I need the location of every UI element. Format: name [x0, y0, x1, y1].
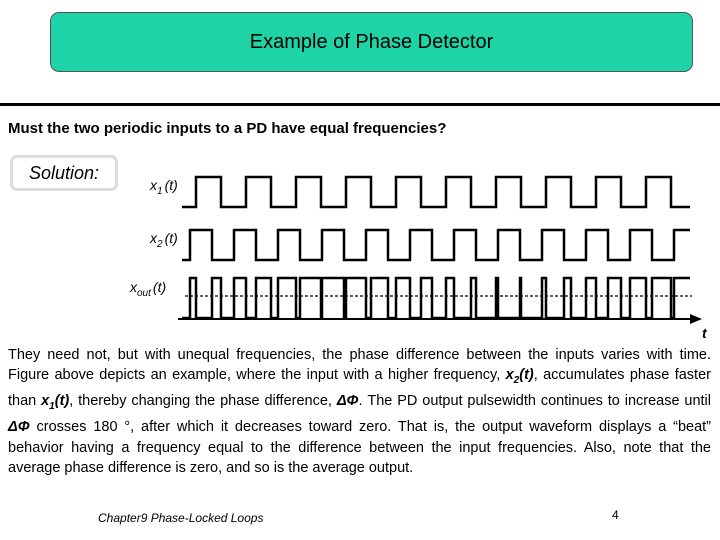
- body-text: They need not, but with unequal frequenc…: [8, 345, 711, 478]
- page-number: 4: [612, 508, 619, 522]
- signal-label: xout (t): [129, 279, 166, 299]
- text-run: x: [505, 367, 514, 384]
- label-part: 1: [157, 186, 163, 197]
- text-run: (t): [519, 367, 534, 384]
- waveform-diagram: x1 (t)x2 (t)xout (t)t: [129, 175, 708, 341]
- title-box: Example of Phase Detector: [50, 12, 693, 72]
- axis-arrow: [690, 314, 702, 324]
- text-run: They need not, but with unequal frequenc…: [8, 347, 711, 384]
- text-run: (t): [54, 393, 70, 410]
- label-part: 2: [156, 239, 163, 250]
- solution-label: Solution:: [28, 162, 100, 183]
- axis-label: t: [702, 325, 708, 341]
- question: Must the two periodic inputs to a PD hav…: [8, 120, 447, 137]
- text-run: ΔΦ: [336, 393, 359, 410]
- text-run: 2: [513, 375, 520, 387]
- title: Example of Phase Detector: [249, 30, 494, 53]
- text-run: , thereby changing the phase difference,: [69, 393, 337, 410]
- label-part: x: [129, 279, 138, 295]
- text-run: x: [41, 393, 50, 410]
- label-part: (t): [165, 177, 178, 193]
- signal-label: x2 (t): [149, 230, 178, 250]
- text-run: , accumulates phase faster than: [8, 367, 711, 410]
- x1-wave: [182, 175, 690, 209]
- x2-wave: [182, 228, 690, 262]
- text-run: ΔΦ: [8, 419, 30, 436]
- text-run: 1: [49, 401, 55, 413]
- divider: [0, 103, 720, 106]
- label-part: out: [137, 288, 152, 299]
- solution-box: Solution:: [10, 155, 118, 191]
- label-part: (t): [165, 230, 178, 246]
- label-part: x: [149, 177, 158, 193]
- text-run: . The PD output pulsewidth continues to …: [358, 393, 711, 410]
- xout-wave: [182, 276, 690, 320]
- label-part: x: [149, 230, 158, 246]
- label-part: (t): [153, 279, 166, 295]
- text-run: crosses 180 °, after which it decreases …: [8, 419, 711, 476]
- signal-label: x1 (t): [149, 177, 178, 197]
- footer-chapter: Chapter9 Phase-Locked Loops: [98, 511, 264, 525]
